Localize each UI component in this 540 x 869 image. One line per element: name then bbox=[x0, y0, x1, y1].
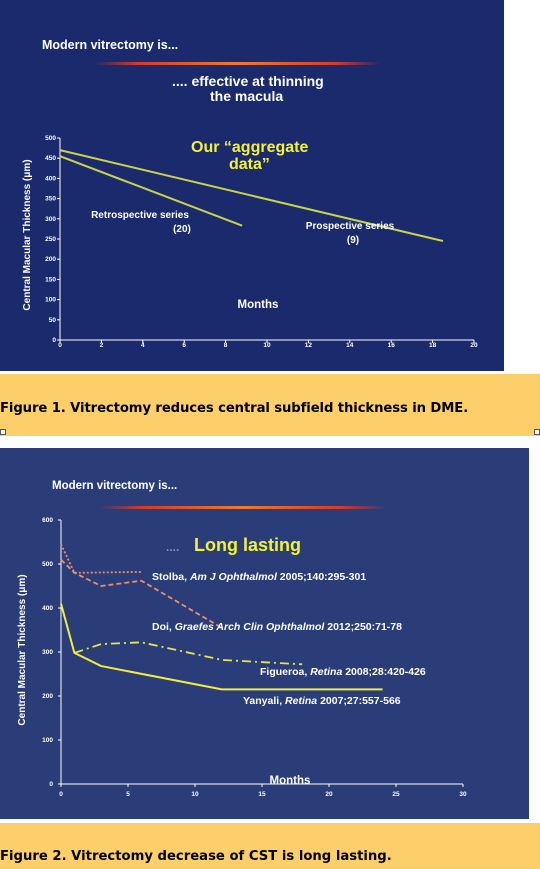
figure2-caption: Figure 2. Vitrectomy decrease of CST is … bbox=[0, 849, 392, 864]
x-tick-label: 8 bbox=[224, 342, 228, 349]
x-tick-label: 20 bbox=[470, 342, 478, 349]
caption-band-2 bbox=[0, 823, 540, 869]
y-tick-label: 0 bbox=[52, 337, 56, 344]
figure1-chart: Modern vitrectomy is... .... effective a… bbox=[22, 38, 478, 349]
series-label-prospective: Prospective series bbox=[306, 221, 395, 232]
x-tick-label: 30 bbox=[459, 791, 467, 798]
x-tick-label: 18 bbox=[429, 342, 437, 349]
y-tick-label: 250 bbox=[45, 236, 56, 243]
y-tick-label: 500 bbox=[45, 135, 56, 142]
y-axis-title: Central Macular Thickness (μm) bbox=[22, 159, 33, 310]
selection-handle bbox=[534, 429, 540, 435]
x-tick-label: 2 bbox=[100, 342, 104, 349]
y-tick-label: 0 bbox=[49, 781, 53, 788]
selection-handle bbox=[0, 429, 6, 435]
headline: Long lasting bbox=[194, 535, 301, 555]
y-tick-label: 400 bbox=[45, 175, 56, 182]
x-tick-label: 20 bbox=[325, 791, 333, 798]
annotation-line1: Our “aggregate bbox=[191, 139, 308, 156]
x-tick-label: 10 bbox=[263, 342, 271, 349]
y-axis-title: Central Macular Thickness (μm) bbox=[17, 574, 28, 725]
title-rule bbox=[100, 506, 385, 509]
y-tick-label: 500 bbox=[42, 561, 53, 568]
headline-line1: .... effective at thinning bbox=[172, 73, 324, 89]
series-count-retrospective: (20) bbox=[173, 224, 191, 235]
series-label-retrospective: Retrospective series bbox=[91, 210, 189, 221]
slide-title: Modern vitrectomy is... bbox=[42, 38, 178, 52]
y-tick-label: 100 bbox=[45, 297, 56, 304]
y-tick-label: 300 bbox=[42, 649, 53, 656]
y-tick-label: 150 bbox=[45, 276, 56, 283]
y-tick-label: 100 bbox=[42, 737, 53, 744]
x-tick-label: 6 bbox=[182, 342, 186, 349]
slide-title: Modern vitrectomy is... bbox=[52, 480, 177, 492]
y-tick-label: 300 bbox=[45, 216, 56, 223]
series-label-figueroa: Figueroa, Retina 2008;28:420-426 bbox=[260, 666, 426, 678]
series-line-figueroa bbox=[74, 641, 303, 666]
series-line-doi bbox=[60, 558, 223, 629]
figure2-slide: Modern vitrectomy is... .... Long lastin… bbox=[0, 448, 529, 819]
series-label-yanyali: Yanyali, Retina 2007;27:557-566 bbox=[243, 695, 401, 707]
x-tick-label: 10 bbox=[191, 791, 199, 798]
x-tick-label: 0 bbox=[58, 342, 62, 349]
x-tick-label: 0 bbox=[59, 791, 63, 798]
series-line-prospective bbox=[59, 149, 444, 242]
y-tick-label: 450 bbox=[45, 155, 56, 162]
y-tick-label: 50 bbox=[49, 317, 57, 324]
x-axis-title: Months bbox=[270, 775, 311, 787]
caption-band-1 bbox=[0, 374, 540, 436]
y-tick-label: 350 bbox=[45, 196, 56, 203]
figure2-chart: Modern vitrectomy is... .... Long lastin… bbox=[17, 480, 467, 798]
figure1-caption: Figure 1. Vitrectomy reduces central sub… bbox=[0, 401, 469, 416]
x-tick-label: 5 bbox=[126, 791, 130, 798]
annotation-line2: data” bbox=[229, 156, 270, 173]
x-tick-label: 12 bbox=[305, 342, 313, 349]
series-line-yanyali bbox=[60, 603, 383, 691]
x-tick-label: 4 bbox=[141, 342, 145, 349]
title-rule bbox=[95, 62, 380, 65]
series-label-doi: Doi, Graefes Arch Clin Ophthalmol 2012;2… bbox=[152, 621, 402, 633]
x-tick-label: 16 bbox=[388, 342, 396, 349]
series-count-prospective: (9) bbox=[347, 235, 359, 246]
y-tick-label: 200 bbox=[45, 256, 56, 263]
x-axis-title: Months bbox=[238, 299, 279, 311]
series-line-retrospective bbox=[59, 155, 243, 227]
series-line-stolba bbox=[60, 543, 142, 574]
y-tick-label: 600 bbox=[42, 517, 53, 524]
x-tick-label: 25 bbox=[392, 791, 400, 798]
figure1-slide: Modern vitrectomy is... .... effective a… bbox=[0, 0, 504, 371]
series-label-stolba: Stolba, Am J Ophthalmol 2005;140:295-301 bbox=[152, 571, 366, 583]
y-tick-label: 200 bbox=[42, 693, 53, 700]
headline-leader: .... bbox=[166, 540, 179, 554]
x-tick-label: 14 bbox=[346, 342, 354, 349]
x-tick-label: 15 bbox=[258, 791, 266, 798]
headline-line2: the macula bbox=[210, 88, 283, 104]
y-tick-label: 400 bbox=[42, 605, 53, 612]
